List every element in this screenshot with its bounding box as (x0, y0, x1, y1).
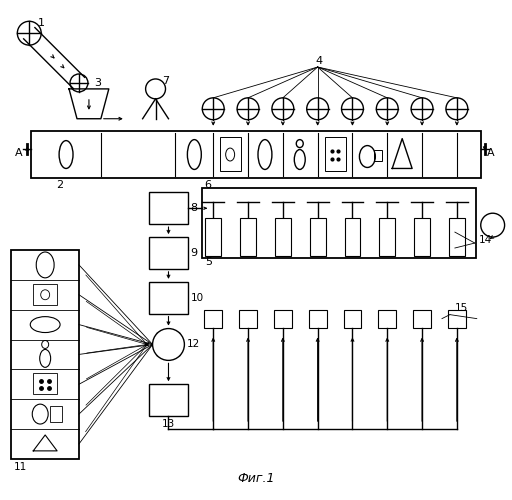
Bar (379, 218, 395, 256)
Bar (374, 150, 382, 162)
Bar (148, 282, 188, 314)
Bar (148, 192, 188, 224)
Bar (413, 310, 431, 328)
Text: 1: 1 (38, 18, 45, 28)
Text: 12: 12 (186, 340, 200, 349)
Bar (33, 374, 57, 394)
Text: 2: 2 (56, 180, 63, 190)
Text: 13: 13 (162, 419, 175, 429)
Bar (31, 130, 481, 178)
Text: 4: 4 (316, 56, 323, 66)
Text: 10: 10 (190, 292, 203, 302)
Text: Фиг.1: Фиг.1 (237, 472, 275, 485)
Text: 11: 11 (13, 462, 27, 472)
Circle shape (153, 328, 184, 360)
Bar (310, 218, 326, 256)
Text: А: А (487, 148, 495, 158)
Bar (274, 310, 292, 328)
Text: 6: 6 (204, 180, 211, 190)
Bar (345, 218, 360, 256)
Bar (148, 237, 188, 269)
Bar (344, 310, 361, 328)
Bar (325, 136, 346, 172)
Text: 3: 3 (94, 78, 101, 88)
Text: 15: 15 (455, 302, 468, 312)
Bar (309, 310, 327, 328)
Text: 5: 5 (205, 257, 212, 267)
Bar (240, 218, 256, 256)
Text: 7: 7 (162, 76, 169, 86)
Text: 8: 8 (190, 203, 198, 213)
Bar (448, 310, 466, 328)
Bar (11, 250, 79, 459)
Bar (275, 218, 291, 256)
Bar (202, 188, 476, 258)
Bar (205, 218, 221, 256)
Bar (239, 310, 257, 328)
Text: 14: 14 (479, 235, 492, 245)
Bar (204, 310, 222, 328)
Bar (50, 406, 62, 422)
Bar (33, 284, 57, 304)
Bar (414, 218, 430, 256)
Text: А: А (15, 148, 23, 158)
Text: 9: 9 (190, 248, 198, 258)
Bar (148, 384, 188, 416)
Bar (449, 218, 465, 256)
Bar (378, 310, 396, 328)
Bar (220, 136, 241, 172)
